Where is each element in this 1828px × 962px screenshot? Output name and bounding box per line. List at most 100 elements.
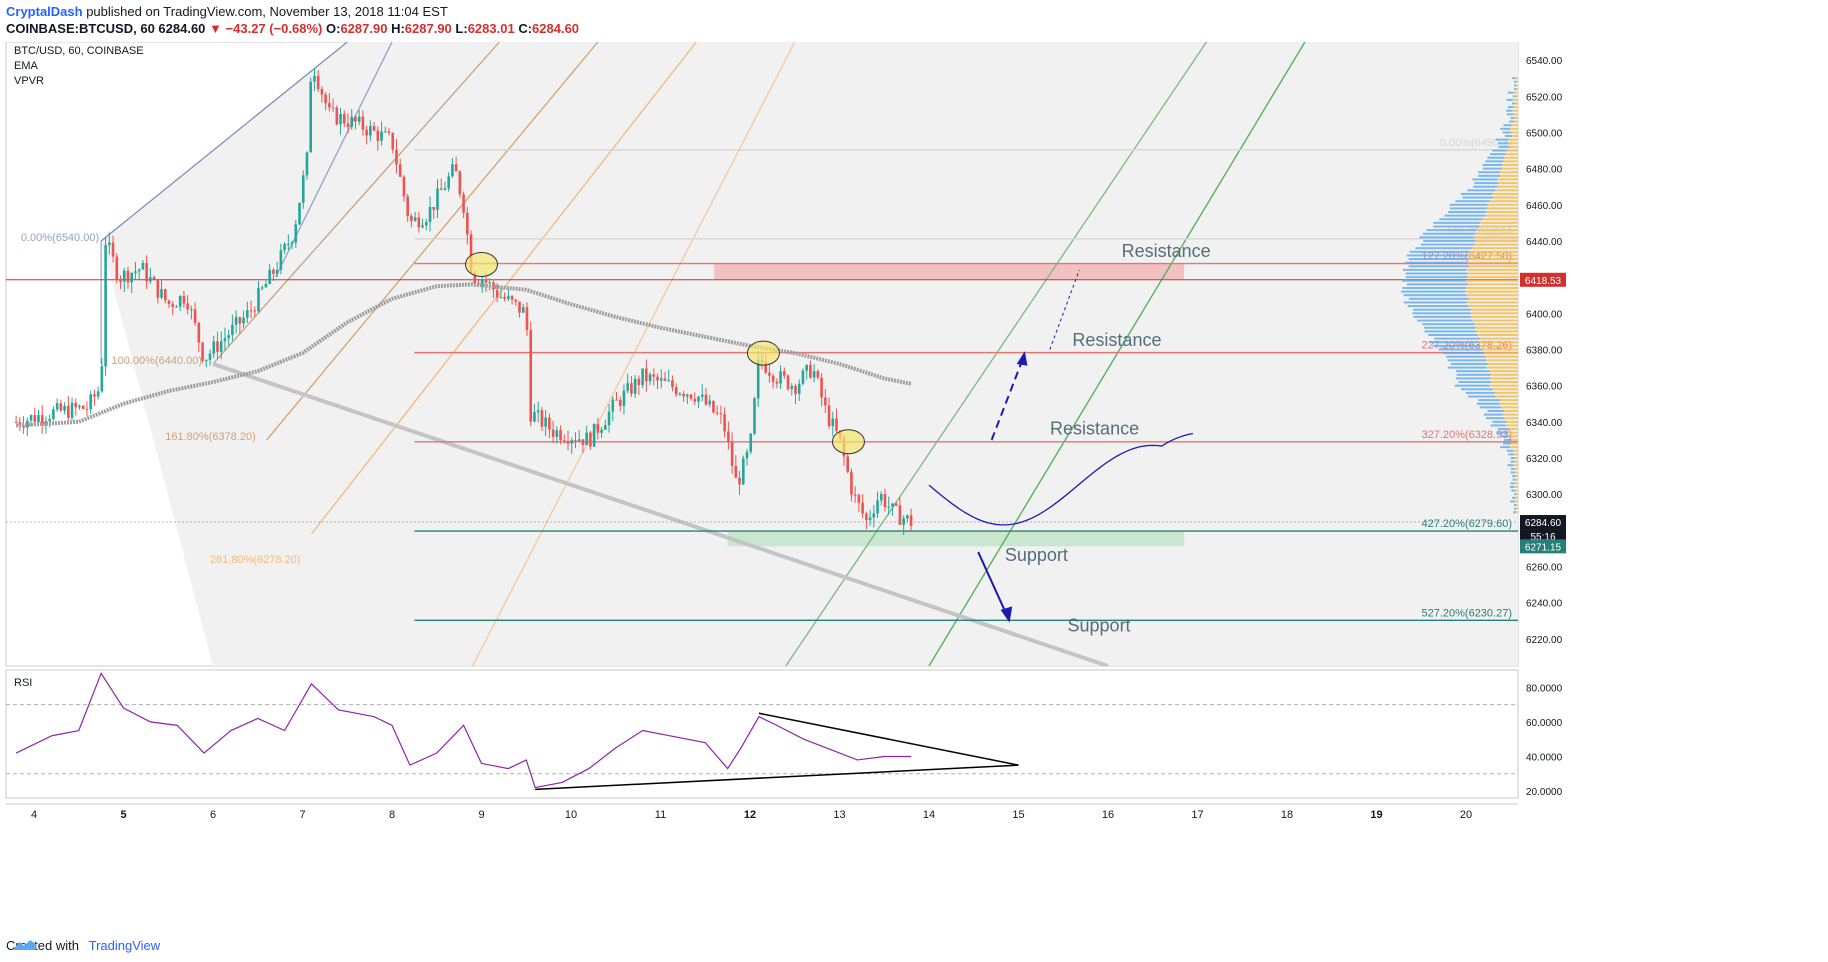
candle-body (865, 513, 868, 521)
candle-body (894, 503, 898, 506)
vpvr-bar-up (1511, 489, 1515, 492)
vpvr-bar-up (1513, 511, 1516, 514)
x-tick-label: 9 (478, 809, 484, 821)
candle-body (167, 300, 171, 305)
candle-body (596, 423, 600, 433)
candle-body (775, 381, 779, 384)
vpvr-bar-down (1513, 106, 1518, 109)
last-price: 6284.60 (158, 21, 206, 36)
vpvr-bar-down (1472, 319, 1518, 322)
candle-body (521, 307, 525, 313)
candle-body (518, 301, 521, 313)
candle-body (81, 405, 85, 409)
low-label: L: (455, 21, 468, 36)
vpvr-bar-down (1516, 88, 1518, 91)
candle-body (600, 429, 603, 433)
vpvr-bar-up (1509, 485, 1515, 488)
ema-line (15, 282, 912, 428)
legend-ema: EMA (14, 60, 39, 72)
candle-body (749, 433, 753, 452)
author-link[interactable]: CryptalDash (6, 4, 83, 19)
x-tick-label: 20 (1460, 809, 1472, 821)
y-tick-label: 6340.00 (1526, 418, 1563, 429)
resistance-zone (714, 263, 1185, 280)
downtrend-line (212, 362, 1109, 666)
candle-body (246, 310, 249, 318)
vpvr-bar-up (1442, 352, 1485, 355)
price-tag-label: 6418.53 (1525, 276, 1562, 287)
x-tick-label: 13 (833, 809, 845, 821)
candle-body (745, 451, 749, 459)
vpvr-bar-down (1475, 330, 1518, 333)
vpvr-bar-up (1506, 109, 1513, 112)
publish-header: CryptalDash published on TradingView.com… (0, 0, 1828, 40)
candle-body (611, 399, 615, 412)
candle-body (178, 295, 182, 307)
candle-body (238, 317, 242, 324)
candle-body (223, 338, 227, 342)
vpvr-bar-down (1490, 370, 1518, 373)
candle-body (313, 75, 316, 82)
candle-body (536, 410, 540, 413)
candle-body (544, 417, 547, 427)
vpvr-bar-down (1465, 279, 1518, 282)
left-fib-label: 0.00%(6540.00) (21, 232, 99, 244)
candle-body (801, 370, 805, 384)
chart-svg[interactable]: 127.20%(6427.50)227.20%(6378.26)327.20%(… (0, 42, 1828, 932)
vpvr-bar-up (1448, 211, 1487, 214)
x-tick-label: 18 (1281, 809, 1293, 821)
y-tick-label: 6480.00 (1526, 165, 1563, 176)
vpvr-bar-up (1478, 171, 1501, 174)
vpvr-bar-down (1507, 138, 1518, 141)
vpvr-bar-down (1473, 236, 1518, 239)
candle-body (342, 114, 346, 124)
candle-body (469, 234, 473, 273)
vpvr-bar-up (1455, 377, 1491, 380)
candle-body (197, 322, 201, 343)
vpvr-bar-up (1512, 95, 1516, 98)
vpvr-bar-up (1413, 315, 1471, 318)
vpvr-bar-down (1508, 142, 1518, 145)
candle-body (577, 439, 581, 442)
vpvr-bar-up (1412, 312, 1471, 315)
candle-body (361, 116, 365, 130)
vpvr-bar-up (1482, 163, 1502, 166)
candle-body (163, 289, 167, 301)
candle-body (641, 368, 644, 385)
candle-body (74, 402, 78, 408)
candle-body (275, 269, 279, 274)
vpvr-bar-up (1514, 493, 1517, 496)
candle-body (436, 188, 439, 210)
candle-body (425, 222, 428, 226)
channel-line (471, 42, 796, 666)
candle-body (372, 126, 376, 131)
candle-body (909, 515, 913, 526)
price-tag-label: 55:16 (1530, 532, 1555, 543)
candle-body (383, 131, 387, 133)
candle-body (335, 107, 339, 125)
vpvr-bar-down (1514, 471, 1518, 474)
chart-area[interactable]: 127.20%(6427.50) 227.20%(6378.26) 327.20%(… (0, 42, 1828, 932)
vpvr-bar-up (1455, 200, 1490, 203)
candle-body (727, 431, 730, 442)
candle-body (689, 394, 693, 399)
vpvr-bar-down (1502, 167, 1518, 170)
candle-body (115, 256, 119, 280)
candle-body (67, 405, 70, 418)
channel-top-line (100, 42, 348, 242)
vpvr-bar-up (1503, 438, 1512, 441)
vpvr-bar-down (1486, 211, 1518, 214)
candle-body (85, 408, 89, 410)
candle-body (488, 282, 492, 284)
candle-body (466, 212, 469, 235)
tradingview-link[interactable]: TradingView (88, 938, 161, 953)
candle-body (380, 131, 383, 141)
vpvr-bar-up (1478, 399, 1501, 402)
rsi-triangle-bottom (535, 764, 1019, 791)
vpvr-bar-down (1509, 145, 1518, 148)
fib-level-label: 100.00%(644 (1447, 226, 1512, 238)
candle-body (902, 518, 905, 525)
vpvr-bar-up (1403, 301, 1467, 304)
candle-body (287, 243, 290, 245)
vpvr-bar-down (1514, 467, 1518, 470)
